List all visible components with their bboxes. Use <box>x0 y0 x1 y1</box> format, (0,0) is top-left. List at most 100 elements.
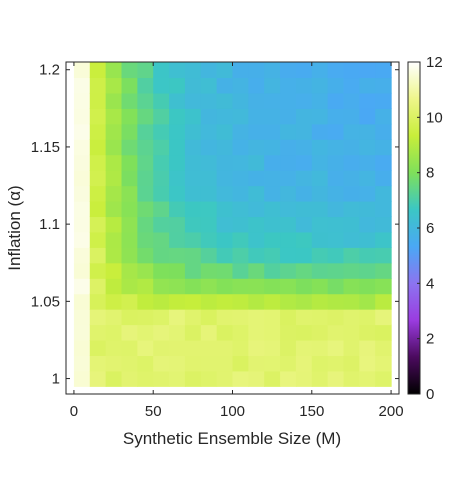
heatmap-cell <box>311 154 329 171</box>
x-tick-label: 150 <box>299 403 324 420</box>
heatmap-cell <box>184 123 202 140</box>
heatmap-cell <box>375 278 392 295</box>
colorbar-ticks: 0 2 4 6 8 10 12 <box>417 54 443 403</box>
heatmap-cell <box>375 370 392 387</box>
heatmap-cell <box>121 77 138 94</box>
heatmap-cell <box>89 370 107 387</box>
heatmap-cell <box>216 200 234 218</box>
heatmap-cell <box>153 262 170 279</box>
heatmap-cell <box>264 339 281 356</box>
heatmap-cell <box>121 154 138 171</box>
heatmap-cell <box>89 200 107 218</box>
heatmap-cell <box>137 108 154 125</box>
heatmap-cell <box>280 355 297 372</box>
heatmap-cell <box>232 370 249 387</box>
heatmap-cell <box>89 62 107 79</box>
heatmap-cell <box>137 154 154 171</box>
heatmap-cell <box>280 370 297 387</box>
heatmap-cell <box>327 309 345 326</box>
heatmap-cell <box>248 77 265 94</box>
heatmap-cell <box>248 92 265 109</box>
heatmap-cell <box>311 92 329 109</box>
heatmap-cell <box>184 293 202 310</box>
heatmap-cell <box>343 278 360 295</box>
heatmap-cell <box>137 324 154 341</box>
heatmap-cell <box>216 62 234 79</box>
heatmap-cell <box>153 339 170 356</box>
heatmap-cell <box>184 216 202 233</box>
heatmap-cell <box>264 200 281 218</box>
heatmap-cell <box>153 77 170 94</box>
heatmap-cell <box>184 92 202 109</box>
heatmap-cell <box>200 123 218 140</box>
heatmap-cell <box>105 92 123 109</box>
heatmap-cell <box>73 185 91 202</box>
heatmap-cell <box>295 185 313 202</box>
heatmap-cell <box>137 139 154 156</box>
heatmap-cell <box>121 216 138 233</box>
heatmap-cell <box>169 139 186 156</box>
heatmap-cell <box>359 139 376 156</box>
heatmap-cell <box>232 231 249 248</box>
heatmap-cell <box>232 247 249 264</box>
heatmap-cell <box>295 123 313 140</box>
heatmap-cell <box>280 200 297 218</box>
heatmap-cell <box>343 247 360 264</box>
heatmap-cell <box>311 355 329 372</box>
heatmap-cell <box>89 309 107 326</box>
heatmap-cell <box>153 108 170 125</box>
heatmap-cell <box>153 92 170 109</box>
heatmap-cell <box>311 231 329 248</box>
heatmap-cell <box>375 108 392 125</box>
heatmap-cell <box>375 92 392 109</box>
heatmap-cell <box>89 247 107 264</box>
heatmap-cell <box>169 231 186 248</box>
heatmap-cell <box>280 77 297 94</box>
heatmap-cell <box>121 231 138 248</box>
heatmap-cell <box>137 293 154 310</box>
heatmap-cell <box>137 247 154 264</box>
heatmap-cell <box>169 216 186 233</box>
heatmap-cell <box>153 293 170 310</box>
heatmap-cell <box>327 355 345 372</box>
heatmap-cell <box>264 370 281 387</box>
heatmap-cell <box>343 92 360 109</box>
x-tick-label: 50 <box>145 403 162 420</box>
heatmap-cell <box>184 185 202 202</box>
heatmap-cell <box>169 170 186 187</box>
heatmap-cell <box>264 185 281 202</box>
heatmap-cell <box>200 278 218 295</box>
heatmap-cell <box>89 355 107 372</box>
heatmap-cell <box>248 216 265 233</box>
heatmap-cell <box>184 262 202 279</box>
heatmap-cell <box>105 293 123 310</box>
heatmap-cell <box>248 62 265 79</box>
heatmap-cell <box>232 355 249 372</box>
heatmap-cell <box>200 231 218 248</box>
heatmap-cell <box>375 216 392 233</box>
heatmap-cell <box>311 185 329 202</box>
heatmap-cell <box>169 77 186 94</box>
heatmap-cell <box>184 108 202 125</box>
heatmap-cell <box>200 247 218 264</box>
heatmap-cell <box>105 200 123 218</box>
y-tick-label: 1.2 <box>39 62 60 79</box>
heatmap-cell <box>343 370 360 387</box>
heatmap-cells <box>73 62 392 387</box>
heatmap-cell <box>105 370 123 387</box>
heatmap-cell <box>137 278 154 295</box>
heatmap-cell <box>343 339 360 356</box>
heatmap-cell <box>73 92 91 109</box>
heatmap-cell <box>280 262 297 279</box>
heatmap-cell <box>359 200 376 218</box>
heatmap-cell <box>200 170 218 187</box>
heatmap-cell <box>359 370 376 387</box>
heatmap-cell <box>327 170 345 187</box>
heatmap-cell <box>327 139 345 156</box>
heatmap-cell <box>327 262 345 279</box>
heatmap-cell <box>295 170 313 187</box>
heatmap-cell <box>121 92 138 109</box>
heatmap-cell <box>327 339 345 356</box>
heatmap-cell <box>153 170 170 187</box>
colorbar-tick-label: 12 <box>426 54 443 71</box>
